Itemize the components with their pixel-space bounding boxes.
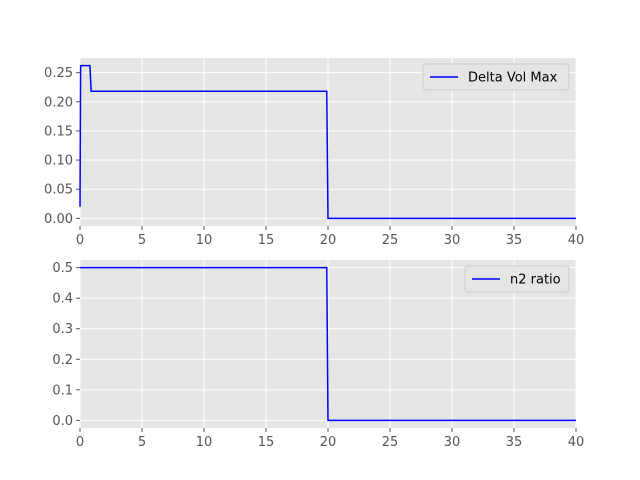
- x-tick-label: 30: [444, 233, 461, 248]
- x-tick-label: 40: [568, 233, 585, 248]
- x-tick-label: 20: [320, 435, 337, 450]
- y-tick-label: 0.3: [52, 322, 73, 337]
- y-tick-label: 0.00: [44, 212, 73, 227]
- x-tick-label: 10: [196, 233, 213, 248]
- y-tick-label: 0.25: [44, 66, 73, 81]
- subplot-2: 0 5 10 15 20 25 30 35 40 0.0 0.1 0.2 0.3 0.4 0.5 n2 rat…: [52, 260, 584, 450]
- x-tick-label: 0: [76, 435, 84, 450]
- series-line: [80, 266, 576, 422]
- x-tick-label: 25: [382, 233, 399, 248]
- y-tick-label: 0.5: [52, 261, 73, 276]
- x-tick-label: 20: [320, 233, 337, 248]
- y-tick-label: 0.20: [44, 95, 73, 110]
- x-tick-label: 5: [138, 435, 146, 450]
- x-tick-label: 35: [506, 233, 523, 248]
- x-tick-label: 5: [138, 233, 146, 248]
- y-tick-label: 0.05: [44, 183, 73, 198]
- x-tick-label: 15: [258, 233, 275, 248]
- legend-box: [422, 63, 570, 91]
- y-tick-label: 0.0: [52, 414, 73, 429]
- legend-label: Delta Vol Max: [468, 71, 558, 86]
- subplot-1: 0 5 10 15 20 25 30 35 40 0.00 0.05 0.10 0.15 0.20 0.25…: [44, 58, 584, 248]
- y-tick-label: 0.1: [52, 383, 73, 398]
- x-tick-label: 10: [196, 435, 213, 450]
- x-tick-label: 30: [444, 435, 461, 450]
- x-tick-label: 0: [76, 233, 84, 248]
- legend-label: n2 ratio: [510, 273, 561, 288]
- series-line: [79, 64, 576, 220]
- y-tick-label: 0.4: [52, 292, 73, 307]
- y-tick-label: 0.2: [52, 353, 73, 368]
- x-tick-label: 15: [258, 435, 275, 450]
- x-tick-label: 35: [506, 435, 523, 450]
- legend: n2 ratio: [464, 265, 570, 293]
- y-tick-label: 0.15: [44, 124, 73, 139]
- y-tick-label: 0.10: [44, 154, 73, 169]
- legend-box: [464, 265, 570, 293]
- x-tick-label: 25: [382, 435, 399, 450]
- legend: Delta Vol Max: [422, 63, 570, 91]
- x-tick-label: 40: [568, 435, 585, 450]
